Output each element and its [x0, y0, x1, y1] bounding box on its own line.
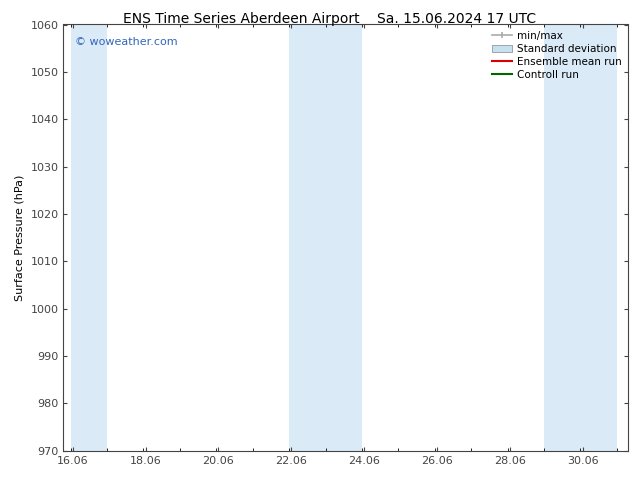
Text: Sa. 15.06.2024 17 UTC: Sa. 15.06.2024 17 UTC: [377, 12, 536, 26]
Y-axis label: Surface Pressure (hPa): Surface Pressure (hPa): [15, 174, 25, 301]
Text: © woweather.com: © woweather.com: [75, 37, 178, 48]
Legend: min/max, Standard deviation, Ensemble mean run, Controll run: min/max, Standard deviation, Ensemble me…: [488, 26, 626, 84]
Bar: [289, 24, 362, 451]
Text: ENS Time Series Aberdeen Airport: ENS Time Series Aberdeen Airport: [122, 12, 359, 26]
Bar: [70, 24, 107, 451]
Bar: [544, 24, 617, 451]
